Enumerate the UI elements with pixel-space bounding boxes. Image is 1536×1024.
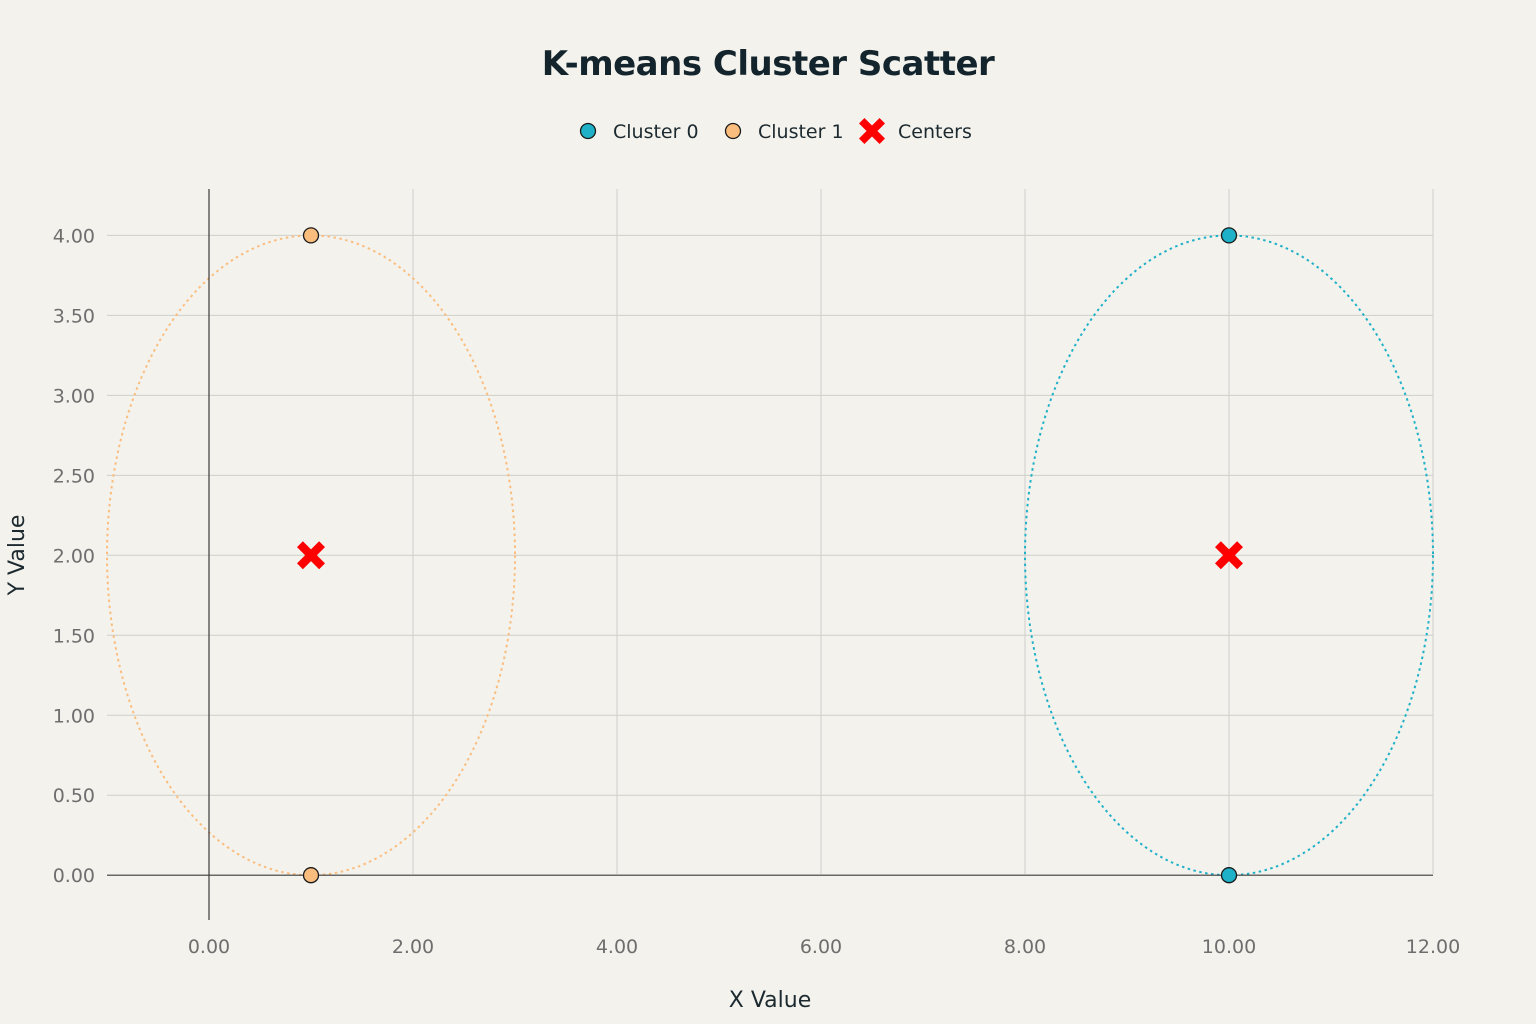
x-tick-label: 4.00	[596, 936, 638, 958]
cluster-1-point	[302, 227, 320, 244]
legend-cluster-1-label: Cluster 1	[758, 121, 844, 143]
cluster-0-point	[1220, 867, 1238, 884]
centers-marker	[1215, 541, 1243, 570]
data-points	[297, 227, 1243, 884]
legend-cluster-0-icon	[579, 122, 597, 140]
y-tick-label: 3.50	[53, 305, 95, 327]
x-tick-label: 6.00	[800, 936, 842, 958]
legend-centers-icon	[859, 118, 885, 144]
cluster-0-point	[1220, 227, 1238, 244]
y-tick-label: 3.00	[53, 385, 95, 407]
x-axis-title: X Value	[729, 988, 811, 1013]
y-tick-label: 1.00	[53, 705, 95, 727]
chart-title: K-means Cluster Scatter	[542, 44, 995, 84]
y-tick-label: 2.50	[53, 465, 95, 487]
legend-centers-label: Centers	[898, 121, 972, 143]
y-tick-label: 0.00	[53, 865, 95, 887]
y-tick-label: 1.50	[53, 625, 95, 647]
x-tick-label: 0.00	[188, 936, 230, 958]
legend-cluster-1-icon	[724, 122, 742, 140]
x-tick-label: 12.00	[1406, 936, 1460, 958]
y-tick-label: 4.00	[53, 225, 95, 247]
legend: Cluster 0 Cluster 1 Centers	[579, 118, 972, 144]
y-tick-label: 2.00	[53, 545, 95, 567]
y-tick-label: 0.50	[53, 785, 95, 807]
grid-lines	[107, 189, 1434, 874]
cluster-1-point	[302, 867, 320, 884]
axes: 0.00 2.00 4.00 6.00 8.00 10.00 12.00 0.00 0.50 1.…	[53, 189, 1460, 958]
centers-marker	[297, 541, 325, 570]
y-axis-title: Y Value	[5, 515, 30, 597]
x-tick-label: 8.00	[1004, 936, 1046, 958]
x-tick-label: 10.00	[1202, 936, 1256, 958]
legend-cluster-0-label: Cluster 0	[613, 121, 699, 143]
x-tick-label: 2.00	[392, 936, 434, 958]
